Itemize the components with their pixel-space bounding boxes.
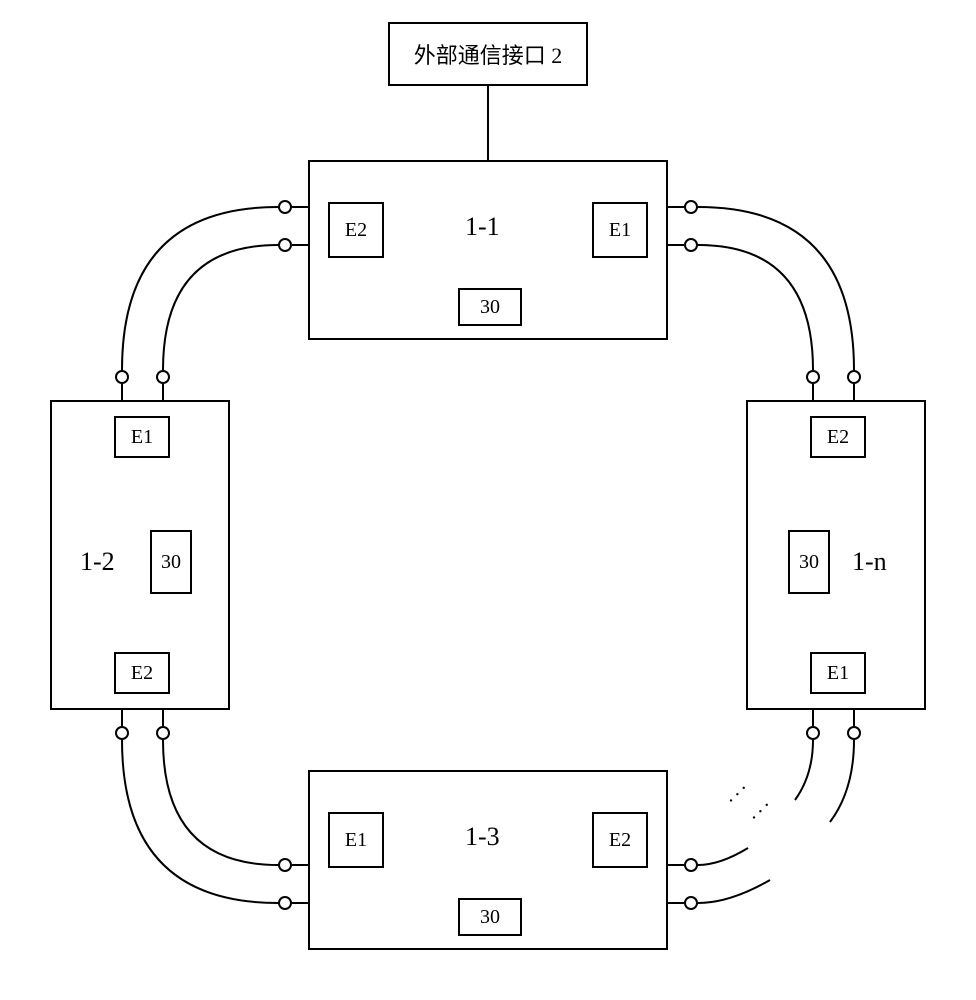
- node-bottom: E1 1-3 E2 30: [308, 770, 668, 950]
- node-left-counter: 30: [150, 530, 192, 594]
- node-bottom-id: 1-3: [465, 822, 500, 852]
- port-circle: [156, 726, 170, 740]
- port-circle: [684, 858, 698, 872]
- node-top-id: 1-1: [465, 212, 500, 242]
- node-right-id: 1-n: [852, 547, 887, 577]
- node-top-port-right: E1: [592, 202, 648, 258]
- external-interface-label: 外部通信接口 2: [414, 38, 563, 70]
- port-circle: [684, 200, 698, 214]
- port-circle: [684, 896, 698, 910]
- node-left-port-top: E1: [114, 416, 170, 458]
- node-left: E1 1-2 30 E2: [50, 400, 230, 710]
- node-top-counter: 30: [458, 288, 522, 326]
- port-circle: [156, 370, 170, 384]
- node-right-counter: 30: [788, 530, 830, 594]
- external-interface-box: 外部通信接口 2: [388, 22, 588, 86]
- node-bottom-port-right: E2: [592, 812, 648, 868]
- port-circle: [115, 726, 129, 740]
- port-circle: [278, 238, 292, 252]
- port-circle: [115, 370, 129, 384]
- node-top: E2 1-1 E1 30: [308, 160, 668, 340]
- node-right-port-bottom: E1: [810, 652, 866, 694]
- node-right: E2 30 1-n E1: [746, 400, 926, 710]
- node-left-id: 1-2: [80, 547, 115, 577]
- port-circle: [806, 370, 820, 384]
- port-circle: [278, 896, 292, 910]
- node-top-port-left: E2: [328, 202, 384, 258]
- port-circle: [847, 726, 861, 740]
- node-bottom-port-left: E1: [328, 812, 384, 868]
- port-circle: [278, 858, 292, 872]
- node-left-port-bottom: E2: [114, 652, 170, 694]
- node-right-port-top: E2: [810, 416, 866, 458]
- port-circle: [278, 200, 292, 214]
- port-circle: [806, 726, 820, 740]
- port-circle: [847, 370, 861, 384]
- port-circle: [684, 238, 698, 252]
- node-bottom-counter: 30: [458, 898, 522, 936]
